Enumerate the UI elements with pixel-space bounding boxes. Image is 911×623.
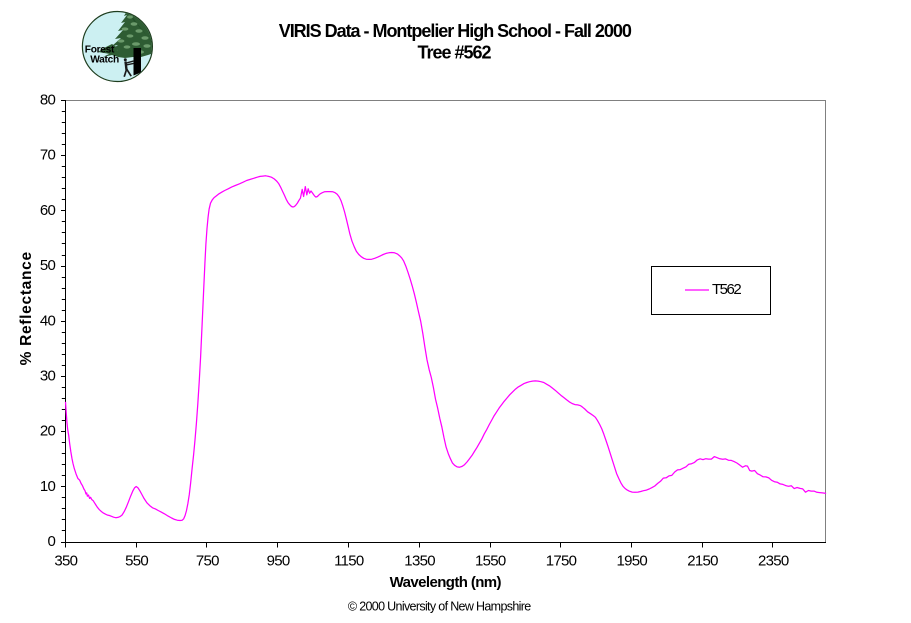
svg-text:750: 750 — [196, 553, 219, 570]
svg-text:% Reflectance: % Reflectance — [18, 251, 35, 365]
svg-text:950: 950 — [267, 553, 290, 570]
svg-text:1350: 1350 — [404, 553, 435, 570]
svg-text:Forest: Forest — [85, 45, 115, 56]
svg-text:1750: 1750 — [546, 553, 577, 570]
svg-text:10: 10 — [40, 478, 56, 495]
svg-text:0: 0 — [48, 533, 56, 550]
svg-text:Wavelength (nm): Wavelength (nm) — [390, 574, 502, 591]
svg-text:70: 70 — [40, 147, 56, 164]
svg-text:1150: 1150 — [334, 553, 364, 570]
svg-text:2150: 2150 — [687, 553, 718, 570]
svg-text:1950: 1950 — [617, 553, 648, 570]
svg-text:50: 50 — [40, 257, 56, 274]
svg-text:T562: T562 — [712, 281, 741, 298]
svg-text:20: 20 — [40, 423, 56, 440]
svg-text:40: 40 — [40, 312, 56, 329]
svg-text:Watch: Watch — [90, 54, 119, 65]
svg-text:60: 60 — [40, 202, 56, 219]
svg-text:© 2000 University of New Hamps: © 2000 University of New Hampshire — [348, 600, 531, 614]
svg-text:550: 550 — [125, 553, 148, 570]
svg-text:80: 80 — [40, 92, 56, 109]
svg-text:2350: 2350 — [758, 553, 789, 570]
svg-text:30: 30 — [40, 367, 56, 384]
svg-text:VIRIS Data - Montpelier High S: VIRIS Data - Montpelier High School - Fa… — [279, 21, 632, 41]
svg-text:350: 350 — [54, 553, 77, 570]
svg-text:1550: 1550 — [475, 553, 506, 570]
svg-text:Tree #562: Tree #562 — [418, 43, 492, 63]
